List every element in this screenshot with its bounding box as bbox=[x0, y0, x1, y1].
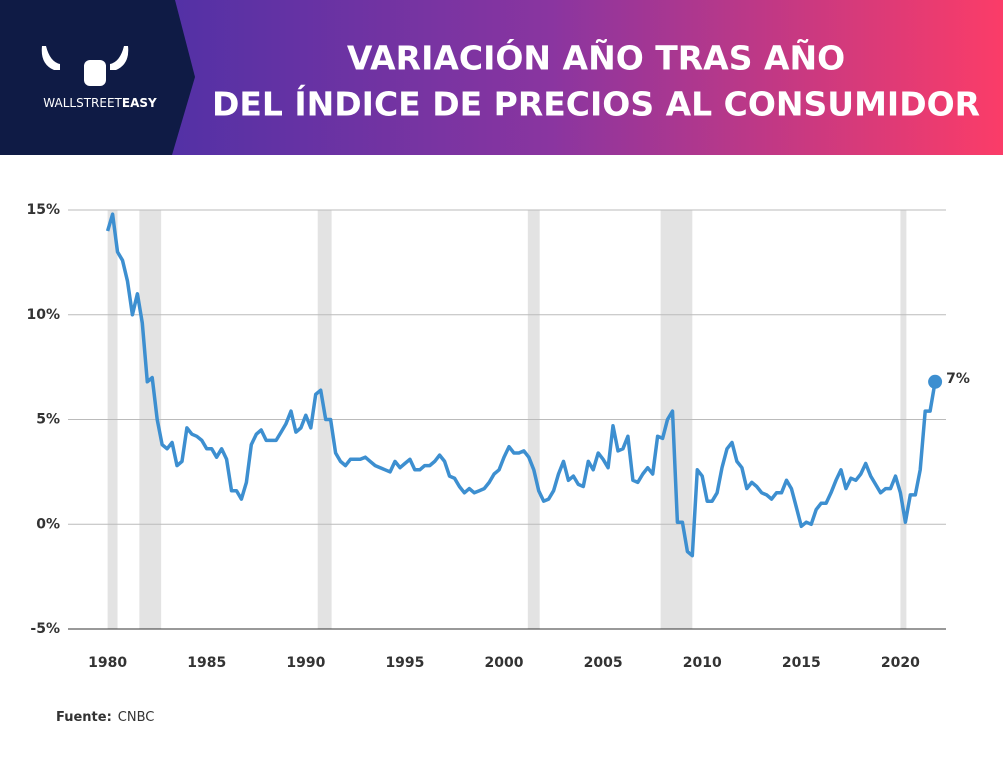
source-text: CNBC bbox=[118, 710, 155, 725]
end-label: 7% bbox=[946, 371, 970, 387]
x-tick-label: 1985 bbox=[187, 655, 226, 671]
brand-a: WALLSTREET bbox=[43, 96, 122, 110]
title-line: DEL ÍNDICE DE PRECIOS AL CONSUMIDOR bbox=[212, 84, 980, 124]
x-tick-label: 1995 bbox=[385, 655, 424, 671]
logo-horns bbox=[41, 46, 129, 70]
x-tick-label: 2020 bbox=[881, 655, 920, 671]
end-point bbox=[928, 374, 943, 389]
logo-fist bbox=[84, 60, 106, 86]
x-tick-label: 1980 bbox=[88, 655, 127, 671]
x-tick-label: 2010 bbox=[683, 655, 722, 671]
x-tick-label: 2005 bbox=[584, 655, 623, 671]
y-tick-label: 5% bbox=[36, 412, 60, 428]
y-tick-label: 0% bbox=[36, 516, 60, 532]
y-tick-label: -5% bbox=[30, 621, 60, 637]
y-tick-label: 10% bbox=[26, 307, 60, 323]
title-line: VARIACIÓN AÑO TRAS AÑO bbox=[347, 38, 845, 78]
logo-text: WALLSTREETEASY bbox=[43, 96, 157, 110]
source-label: Fuente: bbox=[56, 710, 112, 725]
x-tick-label: 2015 bbox=[782, 655, 821, 671]
brand-b: EASY bbox=[122, 96, 157, 110]
x-tick-label: 2000 bbox=[485, 655, 524, 671]
cpi-line bbox=[105, 212, 937, 558]
source: Fuente: CNBC bbox=[56, 710, 154, 725]
y-tick-label: 15% bbox=[26, 202, 60, 218]
x-tick-label: 1990 bbox=[286, 655, 325, 671]
